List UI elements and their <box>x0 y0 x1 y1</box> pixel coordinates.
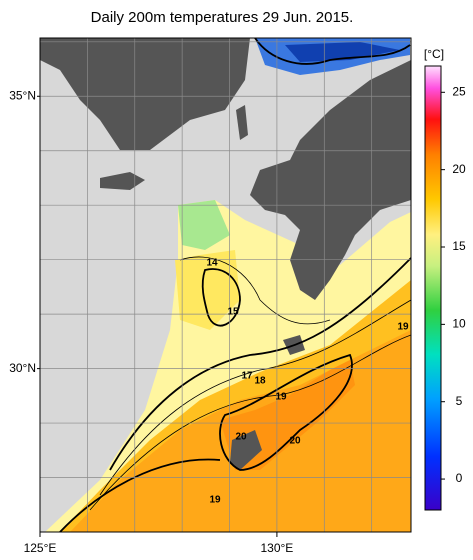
land-tsushima <box>236 105 248 140</box>
colorbar-unit: [°C] <box>424 47 444 61</box>
map-frame <box>39 37 412 533</box>
contour-line <box>59 458 221 532</box>
map-area: 14 15 17 18 19 20 20 19 19 <box>40 38 411 532</box>
land-kyushu <box>250 60 411 300</box>
colorbar-tick-label: 10 <box>452 317 466 331</box>
ocean-colder <box>285 42 400 62</box>
contour-label: 19 <box>209 495 221 506</box>
colorbar-tick-label: 15 <box>452 239 466 253</box>
lat-label: 30°N <box>9 361 36 375</box>
land-amami <box>230 430 262 470</box>
colorbar-tick-label: 5 <box>456 394 463 408</box>
contour-label: 15 <box>227 307 239 318</box>
colorbar <box>424 65 442 511</box>
contour-line <box>201 268 241 327</box>
lon-label: 130°E <box>260 541 293 555</box>
lat-label: 35°N <box>9 88 36 102</box>
colorbar-tick-label: 0 <box>456 471 463 485</box>
contour-line <box>89 334 411 511</box>
ocean-mid <box>175 250 240 330</box>
contour-line <box>99 299 411 496</box>
title: Daily 200m temperatures 29 Jun. 2015. <box>91 9 354 26</box>
land-korea <box>40 38 250 150</box>
contour-label: 19 <box>397 322 409 333</box>
graticule <box>40 38 411 532</box>
contour-label: 20 <box>235 432 247 443</box>
contour-line <box>254 38 411 65</box>
contour-label: 17 <box>241 371 253 382</box>
contour-line <box>179 256 331 325</box>
contour-line <box>109 257 411 471</box>
ocean-cool <box>178 200 230 250</box>
contour-label: 18 <box>254 376 266 387</box>
lon-label: 125°E <box>24 541 57 555</box>
contour-label: 14 <box>206 258 218 269</box>
land-jeju <box>100 172 145 190</box>
colorbar-tick-label: 25 <box>452 84 466 98</box>
colorbar-tick-label: 20 <box>452 162 466 176</box>
contour-label: 20 <box>289 436 301 447</box>
contour-label: 19 <box>275 392 287 403</box>
